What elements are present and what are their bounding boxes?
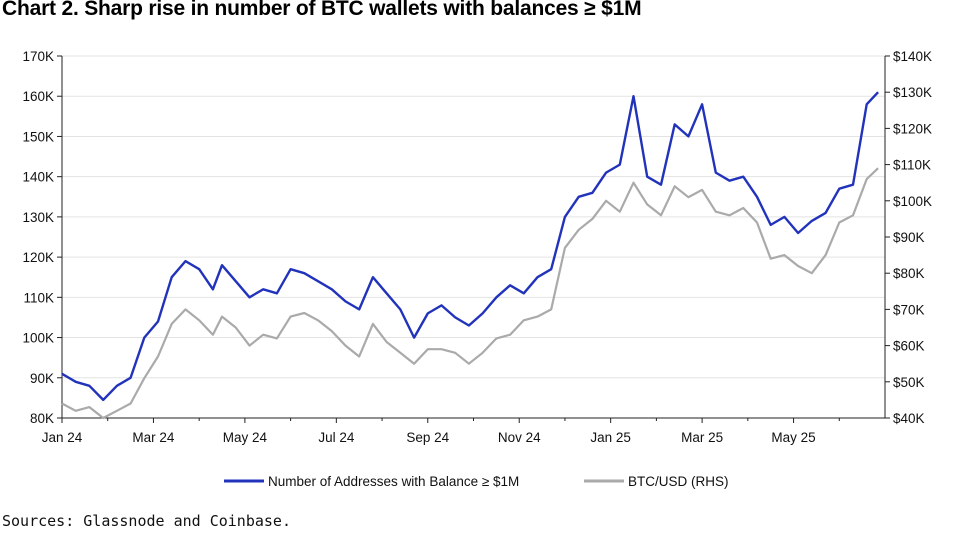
grid-lines <box>62 55 885 379</box>
chart-title: Chart 2. Sharp rise in number of BTC wal… <box>2 0 642 20</box>
right-tick-label: $40K <box>893 411 925 426</box>
left-tick-label: 110K <box>23 290 54 305</box>
x-axis-ticks: Jan 24 Mar 24 May 24 Jul 24 Sep 24 Nov 24 Jan … <box>42 418 840 445</box>
x-tick-label: Mar 24 <box>132 430 175 445</box>
legend-item-addresses-label: Number of Addresses with Balance ≥ $1M <box>268 474 519 489</box>
legend: Number of Addresses with Balance ≥ $1M BT… <box>224 474 729 489</box>
left-tick-label: 90K <box>30 371 54 386</box>
right-axis-ticks: $40K $50K $60K $70K $80K $90K $100K $110K $120K $… <box>885 49 932 426</box>
right-tick-label: $90K <box>893 230 925 245</box>
x-tick-label: May 25 <box>771 430 815 445</box>
right-tick-label: $110K <box>893 158 931 173</box>
right-tick-label: $120K <box>893 121 932 136</box>
x-tick-label: Jan 24 <box>42 430 83 445</box>
source-note: Sources: Glassnode and Coinbase. <box>2 512 291 530</box>
right-tick-label: $130K <box>893 85 932 100</box>
series-lines <box>61 91 879 420</box>
x-tick-label: May 24 <box>223 430 268 445</box>
right-tick-label: $50K <box>893 375 925 390</box>
left-tick-label: 170K <box>22 49 54 64</box>
left-tick-label: 150K <box>22 129 54 144</box>
x-tick-label: Nov 24 <box>498 430 541 445</box>
right-tick-label: $70K <box>893 302 925 317</box>
left-tick-label: 120K <box>22 250 54 265</box>
left-tick-label: 140K <box>22 170 54 185</box>
x-tick-label: Sep 24 <box>406 430 449 445</box>
x-tick-label: Jul 24 <box>318 430 355 445</box>
series-line-addresses <box>61 91 879 402</box>
right-tick-label: $60K <box>893 339 925 354</box>
left-tick-label: 100K <box>22 331 54 346</box>
x-tick-label: Mar 25 <box>681 430 723 445</box>
left-axis-ticks: 80K 90K 100K 110K 120K 130K 140K 150K 160K 170K <box>22 49 62 426</box>
right-tick-label: $80K <box>893 266 925 281</box>
left-tick-label: 130K <box>22 210 54 225</box>
right-tick-label: $140K <box>893 49 932 64</box>
series-line-btc-usd <box>61 167 879 420</box>
left-tick-label: 80K <box>30 411 54 426</box>
left-tick-label: 160K <box>22 89 54 104</box>
legend-item-btc-usd-label: BTC/USD (RHS) <box>628 474 729 489</box>
right-tick-label: $100K <box>893 194 932 209</box>
x-tick-label: Jan 25 <box>590 430 631 445</box>
